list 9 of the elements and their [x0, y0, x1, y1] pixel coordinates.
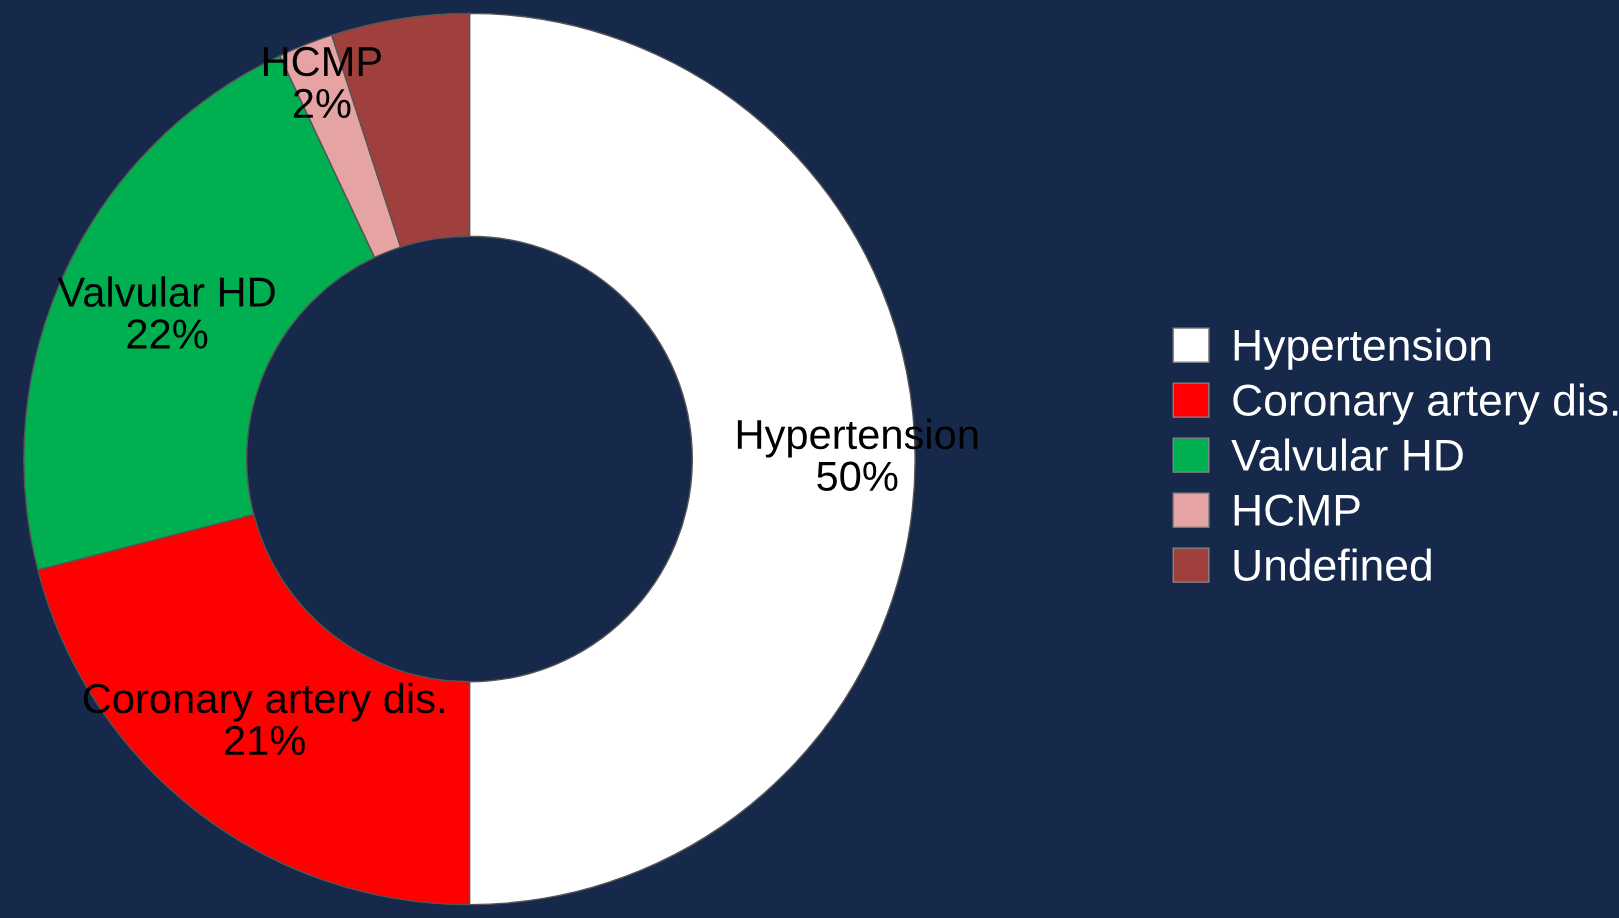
legend-label: HCMP: [1234, 494, 1360, 527]
data-label: 21%: [225, 725, 305, 756]
data-label: 22%: [127, 319, 208, 349]
data-label: 50%: [817, 461, 898, 492]
legend-label: Valvular HD: [1231, 438, 1463, 472]
legend-label: Coronary artery dis.: [1233, 383, 1618, 425]
legend-label: Undefined: [1234, 548, 1431, 582]
legend-label: Hypertension: [1234, 328, 1491, 370]
slice-label: Valvular HD: [57, 276, 275, 307]
